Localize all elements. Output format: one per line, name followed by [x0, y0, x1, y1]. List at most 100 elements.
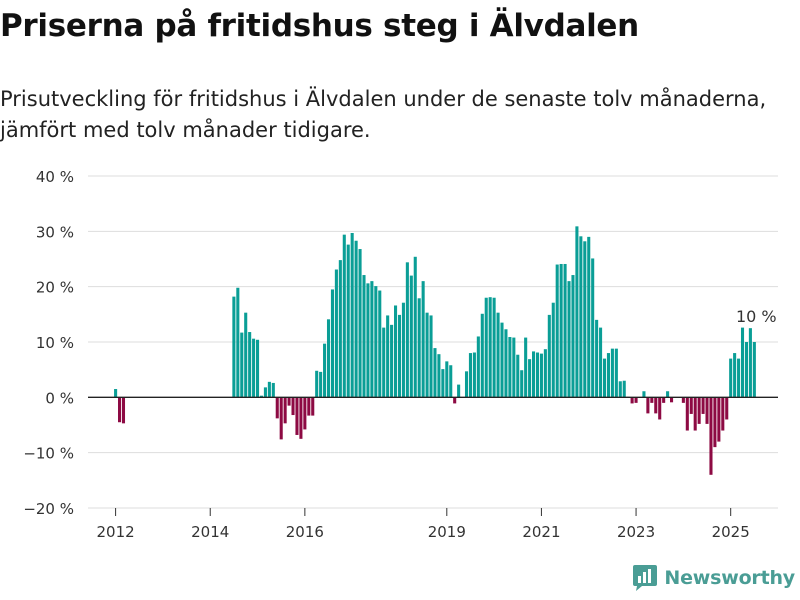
bar	[748, 328, 752, 398]
newsworthy-logo-icon	[633, 565, 658, 591]
bar	[516, 354, 520, 398]
bar	[121, 397, 126, 424]
bar	[733, 353, 737, 398]
bar	[303, 397, 307, 430]
bar	[693, 397, 697, 431]
bar	[614, 348, 618, 398]
bar	[543, 349, 547, 398]
bar	[441, 369, 445, 398]
bar	[575, 226, 579, 398]
bar	[445, 361, 449, 398]
bar	[551, 302, 555, 398]
chart-title: Priserna på fritidshus steg i Älvdalen	[0, 8, 639, 44]
chart-subtitle: Prisutveckling för fritidshus i Älvdalen…	[0, 87, 767, 142]
bar	[342, 234, 346, 398]
bar	[437, 354, 441, 398]
annotations: 10 %	[736, 307, 777, 326]
bar	[378, 290, 382, 398]
bar	[484, 297, 488, 398]
brand-name: Newsworthy	[664, 567, 795, 589]
bar	[468, 353, 472, 398]
bar	[244, 312, 248, 398]
bar	[307, 397, 311, 416]
y-tick-label: 10 %	[36, 334, 74, 352]
bar	[252, 338, 256, 398]
bar	[240, 332, 244, 398]
bar	[496, 312, 500, 398]
bar	[236, 287, 240, 398]
bar	[346, 244, 350, 398]
bar	[670, 397, 674, 403]
bar	[591, 258, 595, 398]
bar	[701, 397, 705, 414]
bar	[401, 302, 405, 398]
bars	[114, 226, 756, 475]
bar	[508, 337, 512, 398]
bar	[689, 397, 693, 414]
x-tick-label: 2019	[428, 523, 466, 541]
latest-value-label: 10 %	[736, 307, 777, 326]
bar	[256, 339, 260, 398]
bar	[472, 352, 476, 398]
y-axis-ticks: 40 % 30 % 20 % 10 % 0 % −10 % −20 %	[23, 168, 74, 518]
bar	[299, 397, 303, 439]
bar	[602, 358, 607, 398]
bar	[666, 391, 670, 398]
x-tick-label: 2012	[97, 523, 135, 541]
y-tick-label: −10 %	[23, 445, 74, 463]
x-tick-label: 2014	[191, 523, 229, 541]
bar	[413, 256, 417, 398]
bar	[480, 313, 484, 398]
bar	[520, 370, 524, 398]
bar	[646, 397, 650, 414]
bar	[492, 297, 496, 398]
bar	[579, 236, 583, 398]
y-tick-label: 40 %	[36, 168, 74, 186]
bar	[654, 397, 658, 414]
y-tick-label: 0 %	[45, 389, 74, 407]
bar	[606, 353, 610, 398]
bar	[642, 391, 646, 398]
bar	[118, 397, 122, 423]
bar	[362, 275, 366, 398]
bar	[705, 397, 709, 424]
y-tick-label: 20 %	[36, 279, 74, 297]
bar	[259, 395, 264, 398]
bar	[685, 397, 689, 431]
bar	[433, 348, 437, 398]
bar	[350, 232, 354, 398]
bar	[681, 397, 685, 403]
brand: Newsworthy	[632, 564, 795, 592]
bar	[315, 370, 319, 398]
bar	[535, 352, 540, 398]
bar	[744, 342, 748, 398]
bar	[610, 348, 614, 398]
bar	[429, 315, 433, 398]
bar	[232, 296, 236, 398]
bar	[366, 283, 370, 398]
bar	[397, 314, 402, 398]
bar	[752, 342, 756, 398]
x-tick-label: 2016	[286, 523, 324, 541]
bar	[622, 380, 626, 398]
bar	[547, 314, 551, 398]
bar	[248, 332, 252, 398]
bar	[697, 397, 701, 424]
bar	[650, 397, 654, 403]
bar	[267, 381, 271, 398]
bar	[717, 397, 721, 442]
bar	[539, 353, 543, 398]
bar	[311, 397, 315, 416]
bar	[476, 336, 480, 398]
bar	[567, 281, 571, 398]
bar	[319, 371, 323, 398]
bar	[323, 343, 327, 398]
bar	[457, 384, 461, 398]
bar	[114, 389, 118, 398]
bar	[326, 319, 331, 398]
bar	[405, 262, 409, 398]
bar	[453, 397, 457, 404]
bar	[334, 269, 338, 398]
bar	[382, 327, 386, 398]
bar	[358, 249, 362, 398]
